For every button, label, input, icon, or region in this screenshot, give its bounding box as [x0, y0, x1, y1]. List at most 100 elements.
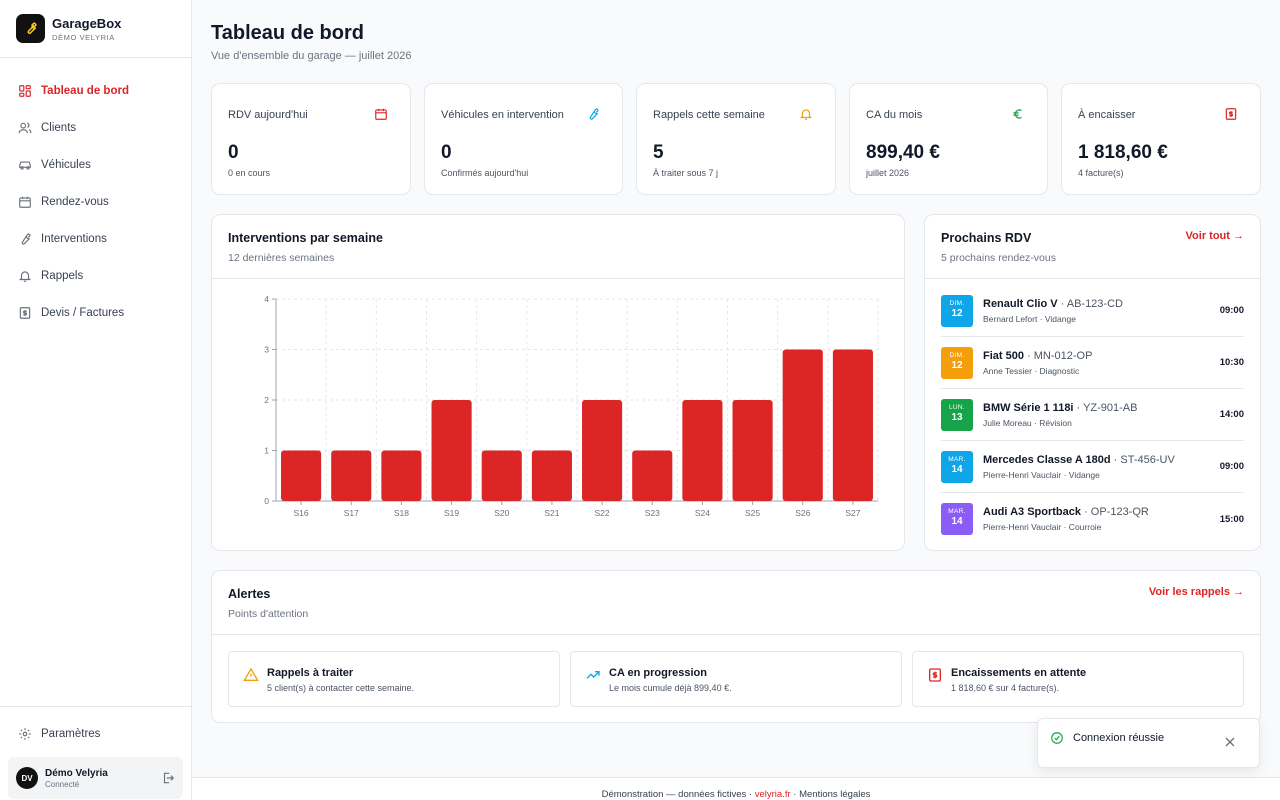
stat-value: 0	[228, 142, 239, 163]
rdv-time: 10:30	[1219, 357, 1244, 368]
alert-title: Encaissements en attente	[951, 667, 1087, 679]
nav-item-interventions[interactable]: Interventions	[0, 220, 191, 257]
bar-chart: 0 1 2 3 4 S16 S17 S18 S19 S20 S21 S22 S23 S24 S25 S26 S2…	[264, 294, 879, 518]
rdv-car: Fiat 500	[983, 349, 1024, 362]
avatar: DV	[16, 767, 38, 789]
sidebar: GarageBox DÉMO VELYRIA Tableau de bord C…	[0, 0, 192, 800]
alert-item[interactable]: CA en progression Le mois cumule déjà 89…	[570, 651, 902, 707]
bar-s22	[582, 400, 623, 501]
stat-card-rdv: RDV aujourd'hui 0 0 en cours	[211, 83, 411, 195]
footer-legal-link[interactable]: · Mentions légales	[790, 789, 871, 800]
nav-item-rendez-vous[interactable]: Rendez-vous	[0, 183, 191, 220]
x-tick-label: S25	[745, 508, 760, 518]
x-tick-label: S16	[294, 508, 309, 518]
gear-icon	[19, 728, 31, 740]
alert-item[interactable]: Rappels à traiter 5 client(s) à contacte…	[228, 651, 560, 707]
bar-s24	[682, 400, 723, 501]
stat-value: 0	[441, 142, 452, 163]
rdv-car: Renault Clio V	[983, 297, 1058, 310]
see-all-link[interactable]: Voir tout →	[1185, 230, 1244, 242]
brand-name: GarageBox	[52, 15, 122, 31]
date-badge: MAR. 14	[941, 503, 973, 535]
rdv-title: Prochains RDV	[941, 231, 1032, 245]
nav-item-clients[interactable]: Clients	[0, 109, 191, 146]
nav-label: Rendez-vous	[41, 195, 109, 208]
stat-value: 5	[653, 142, 664, 163]
nav-label: Devis / Factures	[41, 306, 125, 319]
trending-up-icon	[586, 671, 600, 679]
y-tick-label: 3	[264, 345, 269, 355]
rdv-item[interactable]: MAR. 14 Audi A3 Sportback · OP-123-QR Pie…	[941, 493, 1244, 545]
y-tick-label: 2	[264, 395, 269, 405]
bar-s19	[431, 400, 472, 501]
bell-icon	[799, 109, 813, 120]
nav-item-rappels[interactable]: Rappels	[0, 257, 191, 294]
brand-subtitle: DÉMO VELYRIA	[52, 32, 115, 42]
y-tick-label: 4	[264, 294, 269, 304]
stat-card-vehicules: Véhicules en intervention 0 Confirmés au…	[424, 83, 623, 195]
sidebar-footer: Paramètres DV Démo Velyria Connecté	[0, 706, 191, 800]
rdv-meta: Anne Tessier · Diagnostic	[983, 365, 1080, 376]
users-icon	[18, 121, 32, 133]
stat-card-encaisser: À encaisser 1 818,60 € 4 facture(s)	[1061, 83, 1261, 195]
alert-text: 1 818,60 € sur 4 facture(s).	[951, 683, 1060, 693]
brand[interactable]: GarageBox DÉMO VELYRIA	[0, 0, 191, 58]
calendar-icon	[19, 196, 31, 208]
nav-item-vehicules[interactable]: Véhicules	[0, 146, 191, 183]
stat-card-ca: CA du mois 899,40 € juillet 2026	[849, 83, 1048, 195]
nav-item-dashboard[interactable]: Tableau de bord	[0, 72, 191, 109]
rdv-plate: · AB-123-CD	[1057, 297, 1123, 310]
alert-item[interactable]: Encaissements en attente 1 818,60 € sur …	[912, 651, 1244, 707]
stat-label: Véhicules en intervention	[441, 109, 564, 121]
rdv-item[interactable]: LUN. 13 BMW Série 1 118i · YZ-901-AB Juli…	[941, 389, 1244, 441]
wrench-logo-icon	[16, 14, 45, 43]
rdv-car: Mercedes Classe A 180d	[983, 453, 1111, 466]
alerts-card: Alertes Points d'attention Voir les rapp…	[211, 570, 1261, 723]
rdv-meta: Pierre-Henri Vauclair · Vidange	[983, 469, 1100, 480]
stat-note: 0 en cours	[228, 168, 271, 178]
rdv-item[interactable]: DIM. 12 Fiat 500 · MN-012-OP Anne Tessier…	[941, 337, 1244, 389]
dashboard-icon	[19, 84, 31, 97]
footer-velyria-link[interactable]: velyria.fr	[754, 789, 791, 800]
bar-s21	[531, 450, 572, 501]
rdv-item[interactable]: MAR. 14 Mercedes Classe A 180d · ST-456-U…	[941, 441, 1244, 493]
invoice-icon	[19, 306, 31, 319]
stat-note: juillet 2026	[866, 168, 910, 178]
settings-link[interactable]: Paramètres	[8, 719, 183, 749]
calendar-icon	[375, 108, 387, 120]
toast-notification: Connexion réussie	[1037, 718, 1260, 768]
user-status: Connecté	[45, 779, 80, 789]
stat-label: Rappels cette semaine	[653, 109, 765, 121]
see-reminders-link[interactable]: Voir les rappels →	[1148, 586, 1244, 598]
footer-text: Démonstration — données fictives ·	[601, 789, 755, 800]
rdv-subtitle: 5 prochains rendez-vous	[941, 252, 1056, 264]
invoice-icon	[1225, 108, 1237, 120]
close-icon[interactable]	[1225, 737, 1235, 747]
wrench-icon	[589, 108, 599, 120]
rdv-time: 15:00	[1219, 513, 1244, 525]
rdv-item[interactable]: DIM. 12 Renault Clio V · AB-123-CD Bernar…	[941, 285, 1244, 337]
user-card: DV Démo Velyria Connecté	[8, 757, 183, 799]
bar-s16	[281, 450, 322, 501]
rdv-plate: · YZ-901-AB	[1073, 401, 1138, 414]
rdv-car: BMW Série 1 118i	[983, 401, 1074, 414]
rdv-car: Audi A3 Sportback	[983, 506, 1081, 518]
bar-s20	[481, 450, 522, 501]
stat-label: RDV aujourd'hui	[228, 109, 308, 121]
stat-note: 4 facture(s)	[1078, 168, 1124, 178]
chart-subtitle: 12 dernières semaines	[228, 252, 335, 264]
nav-item-devis-factures[interactable]: Devis / Factures	[0, 294, 191, 331]
settings-label: Paramètres	[41, 728, 101, 740]
rdv-time: 09:00	[1219, 305, 1244, 316]
nav-label: Rappels	[41, 269, 84, 282]
date-badge: DIM. 12	[941, 346, 973, 379]
euro-icon	[1013, 109, 1022, 119]
stat-note: À traiter sous 7 j	[653, 168, 719, 178]
x-tick-label: S20	[494, 508, 509, 518]
bar-s26	[782, 349, 823, 501]
alert-title: CA en progression	[609, 667, 707, 679]
main-content: Tableau de bord Vue d'ensemble du garage…	[192, 0, 1280, 800]
car-icon	[19, 161, 31, 170]
user-name: Démo Velyria	[45, 767, 108, 779]
logout-icon[interactable]	[161, 771, 175, 785]
